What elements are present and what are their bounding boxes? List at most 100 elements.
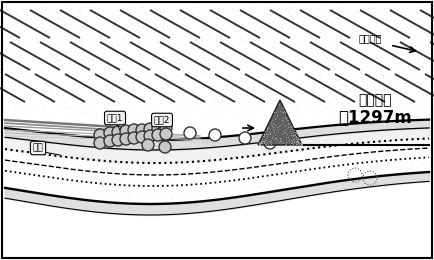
Point — [188, 43, 195, 48]
Point — [71, 107, 78, 111]
Point — [256, 142, 263, 147]
Point — [422, 79, 429, 83]
Point — [233, 192, 240, 196]
Point — [305, 17, 312, 21]
Point — [375, 167, 382, 172]
Point — [260, 70, 267, 74]
Point — [391, 84, 398, 88]
Point — [416, 25, 423, 30]
Point — [236, 101, 243, 105]
Point — [117, 179, 124, 183]
Point — [30, 90, 37, 95]
Point — [333, 77, 340, 82]
Point — [276, 170, 283, 174]
Point — [220, 50, 227, 54]
Point — [266, 132, 273, 136]
Point — [23, 67, 30, 71]
Point — [146, 54, 153, 58]
Point — [310, 79, 317, 83]
Point — [56, 187, 63, 192]
Point — [291, 139, 298, 144]
Point — [98, 22, 105, 27]
Point — [201, 27, 207, 31]
Point — [45, 55, 52, 59]
Point — [195, 190, 202, 194]
Point — [210, 189, 217, 193]
Point — [178, 89, 185, 94]
Point — [236, 172, 243, 176]
Point — [388, 24, 395, 28]
Point — [282, 109, 289, 114]
Point — [92, 110, 99, 114]
Point — [300, 178, 307, 182]
Point — [61, 34, 68, 38]
Point — [203, 58, 210, 62]
Point — [236, 92, 243, 96]
Point — [260, 139, 266, 143]
Point — [129, 171, 136, 175]
Point — [296, 140, 303, 145]
Point — [115, 27, 122, 31]
Point — [306, 46, 313, 50]
Point — [106, 42, 113, 46]
Point — [420, 106, 427, 110]
Point — [26, 17, 33, 21]
Point — [263, 178, 270, 183]
Point — [67, 168, 74, 172]
Point — [302, 177, 309, 181]
Point — [47, 159, 54, 163]
Point — [203, 49, 210, 54]
Point — [418, 4, 425, 9]
Point — [10, 34, 16, 38]
Point — [241, 38, 248, 43]
Point — [375, 41, 382, 45]
Point — [109, 45, 116, 49]
Point — [388, 96, 395, 100]
Point — [315, 6, 322, 11]
Point — [31, 179, 38, 183]
Point — [114, 101, 121, 106]
Point — [3, 8, 10, 12]
Point — [147, 18, 154, 22]
Point — [359, 80, 366, 84]
Point — [297, 75, 304, 80]
Point — [7, 34, 14, 38]
Point — [206, 33, 213, 37]
Point — [415, 17, 422, 21]
Point — [127, 198, 134, 202]
Point — [266, 130, 273, 134]
Point — [177, 184, 184, 188]
Point — [211, 100, 218, 104]
Point — [203, 71, 210, 75]
Point — [278, 66, 285, 70]
Point — [295, 136, 302, 140]
Point — [276, 139, 283, 143]
Point — [175, 168, 182, 172]
Point — [148, 194, 155, 198]
Point — [374, 152, 381, 156]
Point — [212, 81, 219, 86]
Point — [155, 105, 162, 109]
Point — [89, 61, 96, 66]
Point — [159, 86, 166, 90]
Point — [156, 64, 163, 69]
Point — [380, 42, 387, 46]
Point — [360, 51, 367, 55]
Point — [38, 187, 45, 192]
Point — [396, 139, 403, 144]
Point — [277, 54, 284, 58]
Point — [129, 103, 136, 108]
Point — [378, 141, 385, 145]
Point — [209, 57, 216, 61]
Point — [80, 25, 87, 29]
Point — [35, 182, 42, 186]
Point — [7, 95, 14, 99]
Point — [251, 85, 258, 89]
Point — [297, 184, 304, 188]
Point — [330, 65, 337, 69]
Point — [145, 43, 152, 47]
Point — [380, 147, 387, 152]
Point — [196, 86, 203, 90]
Point — [263, 132, 270, 136]
Point — [191, 73, 198, 77]
